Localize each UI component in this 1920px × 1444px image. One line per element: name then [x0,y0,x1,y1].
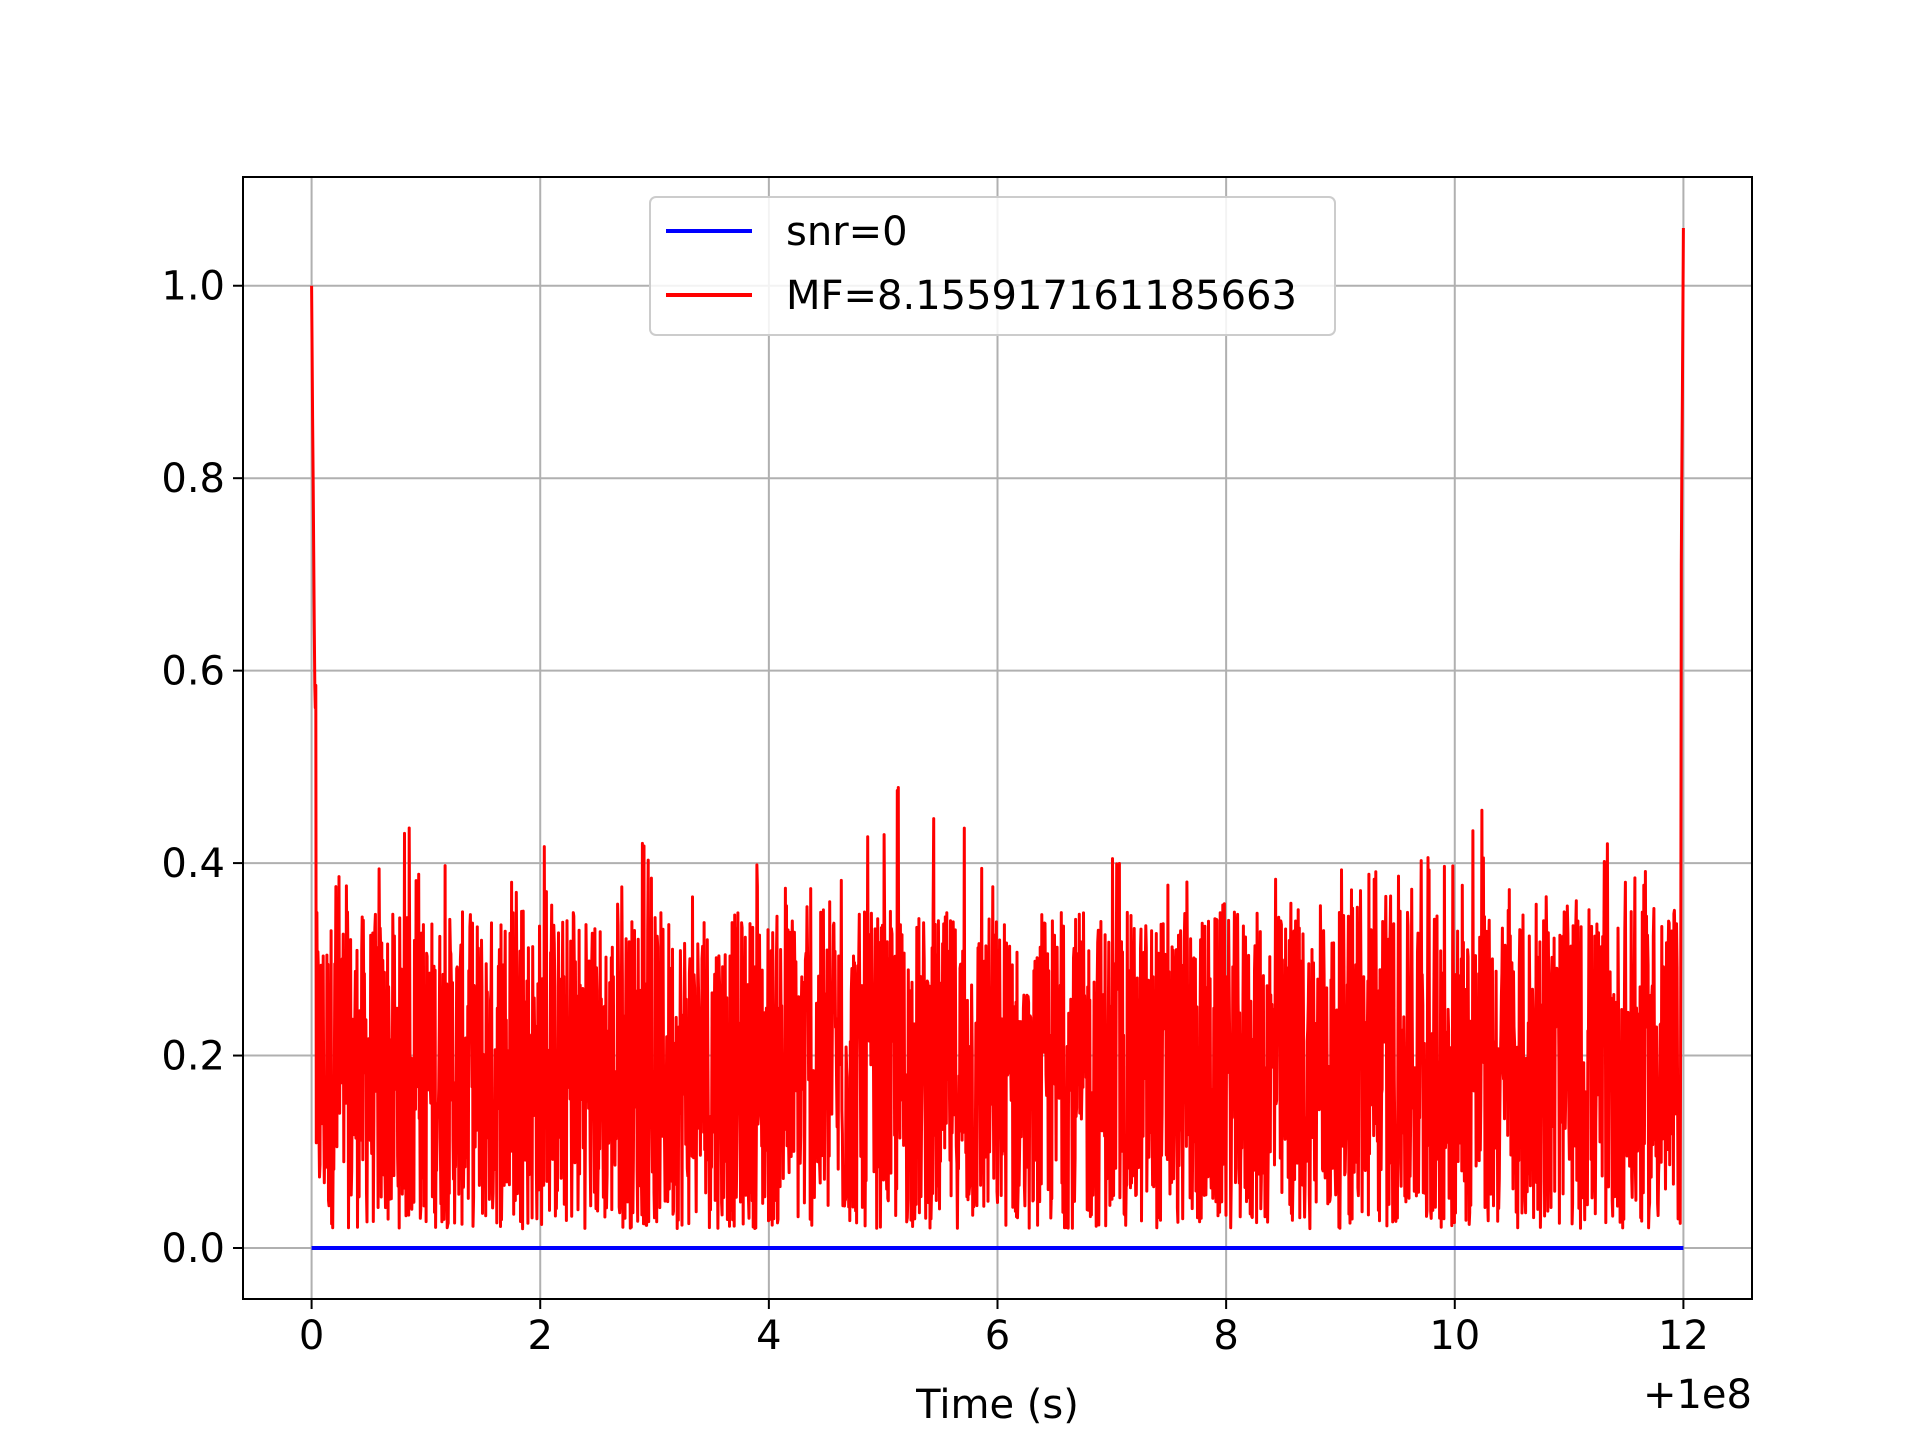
series-layer [310,227,1685,1250]
x-tick-label: 8 [1213,1313,1238,1359]
legend-entry-label: snr=0 [786,209,908,255]
tick-layer: 0 2 4 6 8 10 12 0.0 0.2 0.4 0.6 0.8 1.0 [161,264,1708,1359]
y-tick-label: 1.0 [161,264,225,310]
x-axis-label: Time (s) [915,1382,1079,1428]
x-tick-label: 10 [1429,1313,1480,1359]
legend-box [649,196,1336,336]
x-tick-label: 2 [528,1313,553,1359]
x-tick-label: 4 [756,1313,781,1359]
legend-entry-label: MF=8.155917161185663 [786,273,1297,319]
legend: snr=0 MF=8.155917161185663 [649,196,1336,336]
x-tick-label: 12 [1658,1313,1709,1359]
x-offset-label: +1e8 [1643,1372,1752,1418]
x-tick-label: 0 [299,1313,324,1359]
y-tick-label: 0.6 [161,649,225,695]
y-tick-label: 0.2 [161,1034,225,1080]
series-line-mf [310,227,1685,1231]
y-tick-label: 0.0 [161,1226,225,1272]
y-tick-label: 0.8 [161,456,225,502]
x-tick-label: 6 [985,1313,1010,1359]
y-tick-label: 0.4 [161,841,225,887]
